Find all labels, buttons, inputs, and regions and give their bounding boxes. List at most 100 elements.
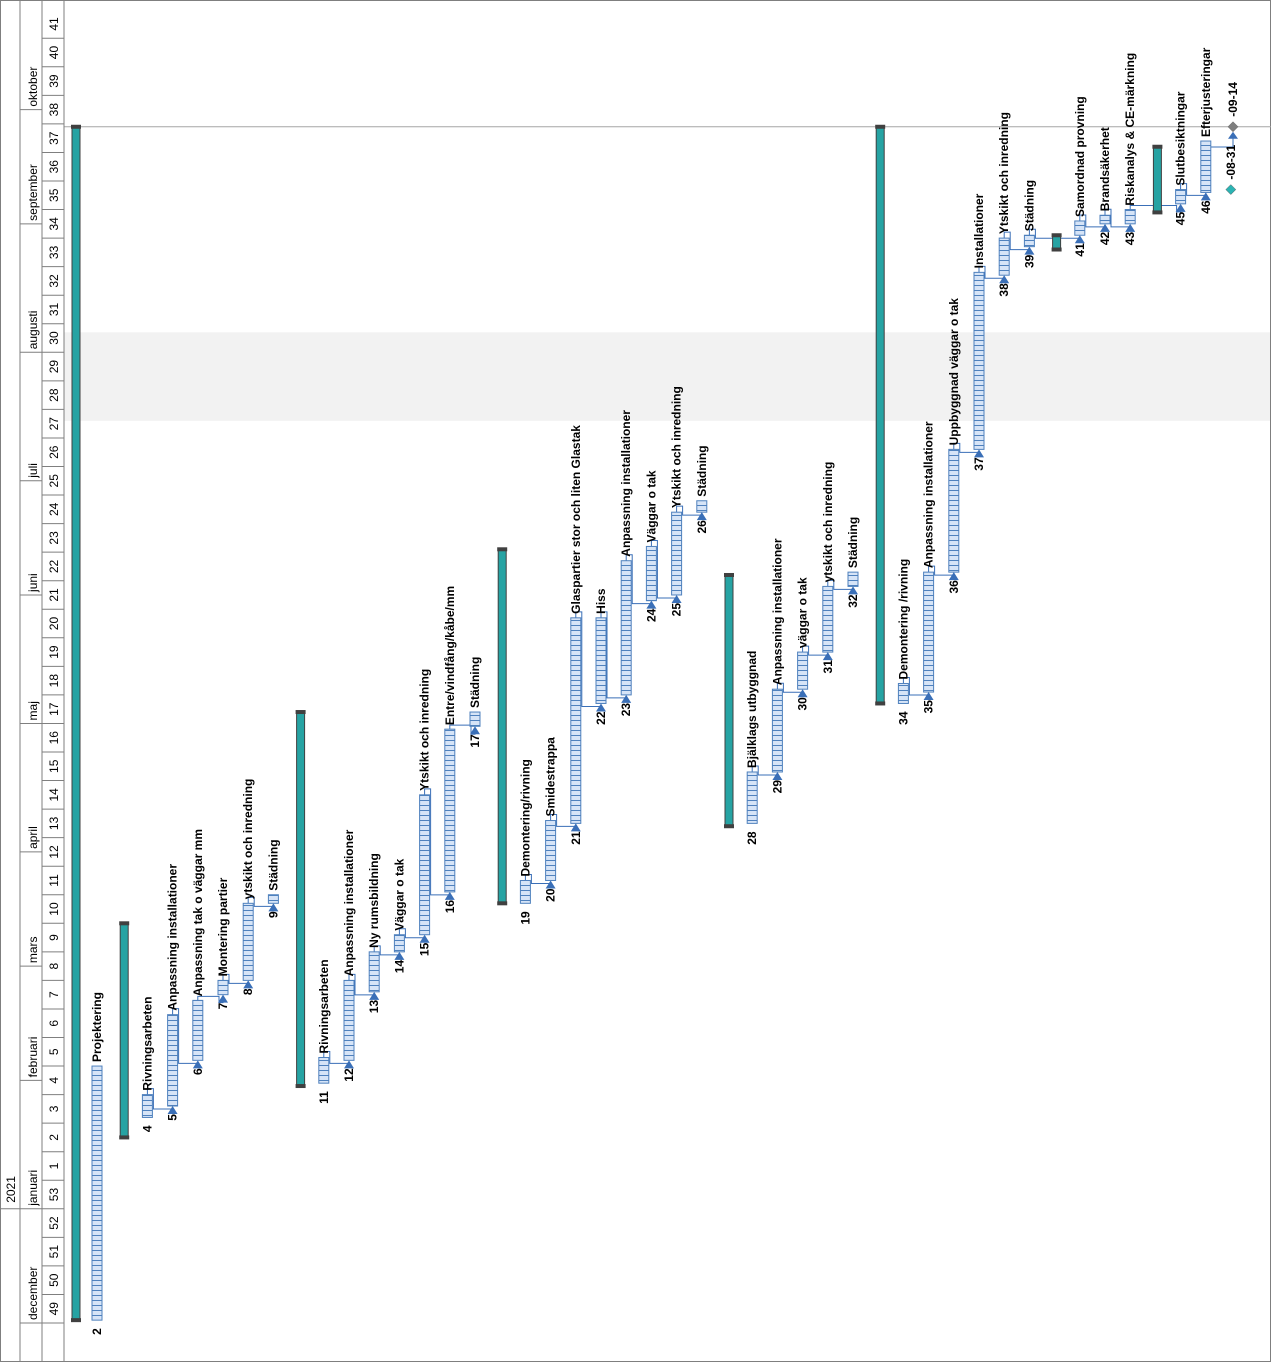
task-bar-14[interactable] xyxy=(393,934,405,953)
task-bar-37[interactable] xyxy=(973,271,985,450)
task-bar-26[interactable] xyxy=(696,500,708,513)
task-label: Anpassning tak o väggar mm xyxy=(191,829,205,996)
task-bar-fill xyxy=(217,979,229,996)
task-id: 42 xyxy=(1098,232,1112,246)
task-bar-31[interactable] xyxy=(822,585,834,653)
summary-bar-cap-bottom xyxy=(875,701,886,706)
summary-bar-33[interactable] xyxy=(875,124,886,706)
summary-bar-cap-bottom xyxy=(295,1084,306,1089)
dependency-arrow xyxy=(621,694,632,703)
task-bar-21[interactable] xyxy=(570,617,582,824)
task-bar-6[interactable] xyxy=(192,999,204,1061)
dependency-arrow xyxy=(243,980,254,989)
task-bar-13[interactable] xyxy=(368,951,380,993)
summary-bar-3[interactable] xyxy=(119,921,130,1140)
task-id: 46 xyxy=(1199,200,1213,214)
task-bar-20[interactable] xyxy=(545,820,557,881)
task-id: 14 xyxy=(392,960,406,974)
task-bar-43[interactable] xyxy=(1124,209,1136,225)
task-label: Anpassning installationer xyxy=(922,421,936,568)
milestone-46[interactable] xyxy=(1225,184,1237,195)
milestone-47[interactable] xyxy=(1227,121,1239,133)
task-bar-17[interactable] xyxy=(469,711,481,727)
task-bar-23[interactable] xyxy=(620,560,632,696)
week-label: 51 xyxy=(47,1245,61,1259)
summary-bar-cap-bottom xyxy=(1152,210,1163,215)
task-bar-25[interactable] xyxy=(671,511,683,596)
summary-bar-cap-bottom xyxy=(497,901,508,906)
week-label: 16 xyxy=(47,731,61,745)
summary-bar-44[interactable] xyxy=(1152,144,1163,215)
task-label: Städning xyxy=(266,839,280,890)
task-id: 32 xyxy=(846,594,860,608)
week-label: 14 xyxy=(47,788,61,802)
week-label: 20 xyxy=(47,617,61,631)
task-bar-2[interactable] xyxy=(91,1065,103,1321)
task-bar-9[interactable] xyxy=(267,894,279,904)
task-bar-28[interactable] xyxy=(746,771,758,824)
dependency-link xyxy=(600,611,632,703)
task-bar-45[interactable] xyxy=(1175,189,1187,205)
task-bar-fill xyxy=(141,1094,153,1118)
task-id: 15 xyxy=(418,942,432,956)
task-label: Demontering/rivning xyxy=(518,759,532,876)
task-bar-38[interactable] xyxy=(998,237,1010,276)
task-bar-29[interactable] xyxy=(771,688,783,773)
task-bar-19[interactable] xyxy=(519,879,531,904)
task-bar-41[interactable] xyxy=(1074,220,1086,236)
task-bar-39[interactable] xyxy=(1023,234,1035,248)
summary-bar-40[interactable] xyxy=(1051,233,1062,252)
task-bar-11[interactable] xyxy=(318,1056,330,1084)
task-bar-16[interactable] xyxy=(444,728,456,893)
task-bar-8[interactable] xyxy=(242,902,254,981)
summary-bar-fill xyxy=(1052,234,1062,251)
week-label: 21 xyxy=(47,588,61,602)
dependency-link xyxy=(978,265,1010,284)
task-label: Väggar o tak xyxy=(644,470,658,542)
dependency-link xyxy=(1129,203,1186,213)
task-bar-42[interactable] xyxy=(1099,214,1111,225)
task-bar-32[interactable] xyxy=(847,571,859,587)
task-label: Städning xyxy=(846,517,860,568)
week-label: 27 xyxy=(47,417,61,431)
task-bar-46[interactable] xyxy=(1200,140,1212,193)
task-bar-12[interactable] xyxy=(343,979,355,1061)
task-bar-24[interactable] xyxy=(645,545,657,602)
summary-bar-10[interactable] xyxy=(295,710,306,1089)
task-label: ytskikt och inredning xyxy=(821,462,835,583)
task-bar-34[interactable] xyxy=(897,682,909,704)
task-id: 24 xyxy=(644,608,658,622)
task-id: 31 xyxy=(821,660,835,674)
task-bar-22[interactable] xyxy=(595,617,607,704)
task-id: 38 xyxy=(997,283,1011,297)
summary-bar-18[interactable] xyxy=(497,547,508,906)
task-bar-7[interactable] xyxy=(217,979,229,996)
task-label: Anpassning installationer xyxy=(619,410,633,557)
task-label: Städning xyxy=(1022,180,1036,231)
task-bar-36[interactable] xyxy=(948,448,960,573)
week-label: 40 xyxy=(47,46,61,60)
task-bar-30[interactable] xyxy=(797,651,809,690)
dependency-link xyxy=(172,1008,203,1069)
task-id: 37 xyxy=(972,457,986,471)
task-id: 13 xyxy=(367,1000,381,1014)
task-bar-4[interactable] xyxy=(141,1094,153,1118)
task-label: Installationer xyxy=(972,193,986,268)
task-bar-15[interactable] xyxy=(419,794,431,936)
summary-bar-cap-top xyxy=(1051,233,1062,238)
summary-bar-fill xyxy=(875,126,885,704)
dependency-arrow xyxy=(948,572,959,581)
week-label: 4 xyxy=(47,1077,61,1084)
dependency-link-final xyxy=(1210,131,1238,148)
dependency-link xyxy=(323,1050,354,1069)
month-label: september xyxy=(26,164,40,221)
task-id: 45 xyxy=(1174,212,1188,226)
task-label: Efterjusteringar xyxy=(1199,47,1213,137)
task-bar-fill xyxy=(671,511,683,596)
summary-bar-27[interactable] xyxy=(724,572,734,829)
week-label: 28 xyxy=(47,388,61,402)
summary-bar-1[interactable] xyxy=(71,124,81,1323)
task-bar-35[interactable] xyxy=(923,571,935,693)
task-bar-5[interactable] xyxy=(167,1014,179,1107)
task-id: 26 xyxy=(695,520,709,534)
